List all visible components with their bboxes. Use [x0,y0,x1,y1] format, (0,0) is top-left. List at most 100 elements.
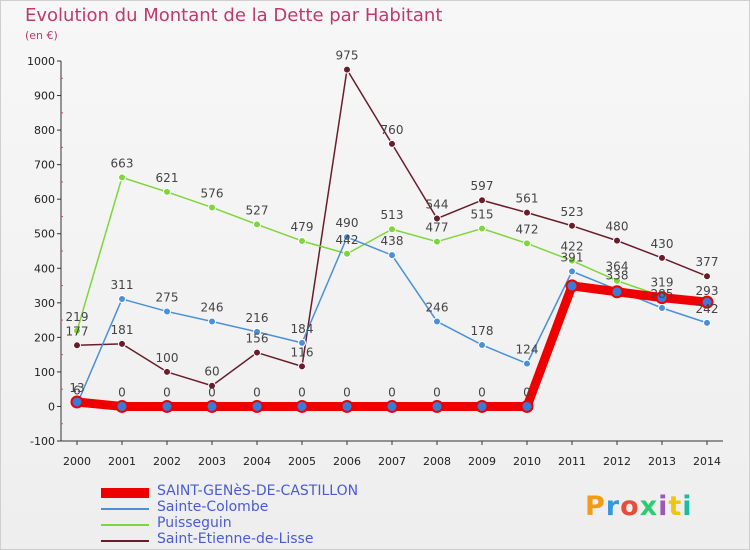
data-point [163,367,171,376]
data-point [703,272,711,281]
data-point [253,220,261,229]
data-point [523,359,531,368]
data-point [340,399,354,413]
data-label: 319 [651,275,674,289]
data-point [385,399,399,413]
data-point [475,399,489,413]
data-point [343,249,351,258]
data-point [70,395,84,409]
y-tick-label: 300 [34,297,55,310]
data-point [520,399,534,413]
data-label: 338 [606,269,629,283]
legend-swatch [101,524,149,526]
data-point [163,307,171,316]
data-label: 975 [336,49,359,63]
data-point [433,237,441,246]
x-tick-label: 2004 [243,455,271,468]
data-point [610,285,624,299]
data-point [568,221,576,230]
data-label: 246 [426,300,449,314]
data-label: 246 [201,300,224,314]
data-label: 242 [696,302,719,316]
logo-letter: o [620,491,640,522]
data-label: 0 [388,385,396,399]
data-label: 124 [516,343,539,357]
y-tick-label: 900 [34,90,55,103]
data-point [613,276,621,285]
y-tick-label: 800 [34,124,55,137]
data-point [568,267,576,276]
data-point [655,291,669,305]
logo-letter: P [585,491,606,522]
data-label: 216 [246,311,269,325]
data-point [478,340,486,349]
logo-letter: r [605,491,621,522]
data-label: 480 [606,220,629,234]
logo-letter: t [668,491,683,522]
y-tick-label: -100 [30,435,55,448]
data-label: 442 [336,233,359,247]
data-label: 13 [69,381,84,395]
data-point [205,399,219,413]
data-label: 430 [651,237,674,251]
data-label: 177 [66,324,89,338]
data-point [613,236,621,245]
data-point [298,338,306,347]
x-tick-label: 2007 [378,455,406,468]
data-label: 293 [696,284,719,298]
data-point [523,239,531,248]
data-point [298,362,306,371]
x-tick-label: 2005 [288,455,316,468]
data-point [208,317,216,326]
data-point [700,295,714,309]
legend-label: Puisseguin [157,515,232,531]
data-label: 513 [381,208,404,222]
x-tick-label: 2012 [603,455,631,468]
data-point [568,256,576,265]
data-label: 60 [204,365,219,379]
line-chart: -100010020030040050060070080090010002000… [27,49,723,468]
data-point [115,399,129,413]
data-point [433,317,441,326]
data-label: 275 [156,290,179,304]
data-label: 0 [253,385,261,399]
data-label: 219 [66,310,89,324]
chart-title: Evolution du Montant de la Dette par Hab… [25,5,443,26]
x-tick-label: 2011 [558,455,586,468]
x-tick-label: 2010 [513,455,541,468]
data-point [523,208,531,217]
x-tick-label: 2003 [198,455,226,468]
data-label: 0 [478,385,486,399]
data-label: 285 [651,287,674,301]
data-label: 422 [561,240,584,254]
data-label: 472 [516,222,539,236]
data-point [253,327,261,336]
legend-label: Sainte-Colombe [157,499,269,515]
data-point [208,381,216,390]
y-tick-label: 100 [34,366,55,379]
data-point [253,348,261,357]
data-label: 479 [291,220,314,234]
data-label: 100 [156,351,179,365]
logo-letter: i [682,491,693,522]
data-label: 184 [291,322,314,336]
data-label: 0 [163,385,171,399]
data-point [478,196,486,205]
logo-letter: i [658,491,669,522]
data-label: 663 [111,156,134,170]
legend-label: SAINT-GENèS-DE-CASTILLON [157,483,359,499]
x-tick-label: 2002 [153,455,181,468]
y-tick-label: 200 [34,331,55,344]
data-point [388,139,396,148]
data-label: 311 [111,278,134,292]
data-label: 377 [696,255,719,269]
data-point [343,65,351,74]
data-label: 760 [381,123,404,137]
x-tick-label: 2013 [648,455,676,468]
data-point [343,233,351,242]
data-point [160,399,174,413]
data-point [73,326,81,335]
data-label: 116 [291,345,314,359]
data-point [658,253,666,262]
data-label: 181 [111,323,134,337]
